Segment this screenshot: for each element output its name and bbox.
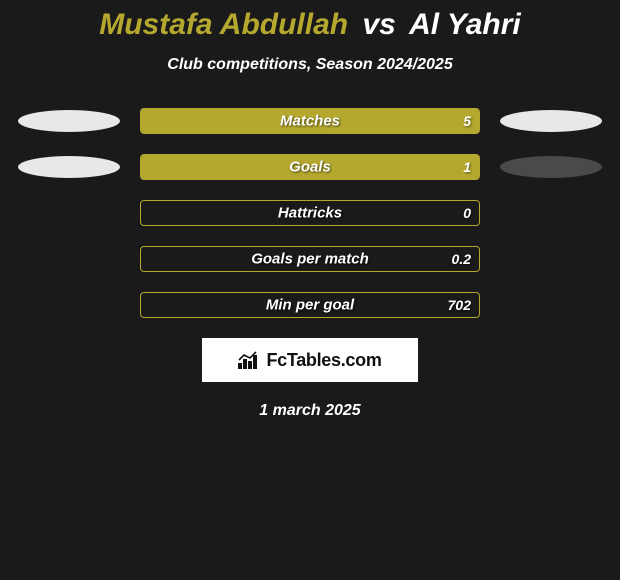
left-placeholder xyxy=(14,292,124,318)
stat-bar: Goals 1 xyxy=(140,154,480,180)
ellipse-icon xyxy=(18,110,120,132)
right-placeholder xyxy=(496,154,606,180)
stat-label: Min per goal xyxy=(266,297,354,314)
stat-value-right: 0 xyxy=(463,205,471,221)
left-placeholder xyxy=(14,154,124,180)
stat-value-right: 0.2 xyxy=(452,251,471,267)
stat-bar: Matches 5 xyxy=(140,108,480,134)
stat-row: Goals 1 xyxy=(0,154,620,180)
stat-label: Matches xyxy=(280,113,340,130)
left-placeholder xyxy=(14,246,124,272)
right-placeholder xyxy=(496,200,606,226)
stat-bar: Min per goal 702 xyxy=(140,292,480,318)
ellipse-icon xyxy=(500,156,602,178)
left-placeholder xyxy=(14,108,124,134)
brand-box[interactable]: FcTables.com xyxy=(202,338,418,382)
stat-bar: Hattricks 0 xyxy=(140,200,480,226)
stat-row: Goals per match 0.2 xyxy=(0,246,620,272)
stat-label: Goals per match xyxy=(251,251,369,268)
right-placeholder xyxy=(496,108,606,134)
chart-icon xyxy=(238,351,260,369)
comparison-container: Mustafa Abdullah vs Al Yahri Club compet… xyxy=(0,0,620,420)
stats-rows: Matches 5 Goals 1 Hattricks 0 Goals per match 0… xyxy=(0,108,620,318)
stat-label: Hattricks xyxy=(278,205,342,222)
stat-value-right: 1 xyxy=(463,159,471,175)
stat-row: Min per goal 702 xyxy=(0,292,620,318)
stat-value-right: 702 xyxy=(448,297,471,313)
title: Mustafa Abdullah vs Al Yahri xyxy=(0,8,620,42)
stat-label: Goals xyxy=(289,159,331,176)
ellipse-icon xyxy=(18,156,120,178)
right-placeholder xyxy=(496,246,606,272)
stat-value-right: 5 xyxy=(463,113,471,129)
subtitle: Club competitions, Season 2024/2025 xyxy=(0,56,620,74)
left-placeholder xyxy=(14,200,124,226)
player2-name: Al Yahri xyxy=(409,8,521,41)
stat-row: Hattricks 0 xyxy=(0,200,620,226)
stat-row: Matches 5 xyxy=(0,108,620,134)
right-placeholder xyxy=(496,292,606,318)
ellipse-icon xyxy=(500,110,602,132)
date-label: 1 march 2025 xyxy=(0,402,620,420)
vs-label: vs xyxy=(362,8,395,41)
brand-label: FcTables.com xyxy=(266,350,381,371)
stat-bar: Goals per match 0.2 xyxy=(140,246,480,272)
player1-name: Mustafa Abdullah xyxy=(99,8,348,41)
